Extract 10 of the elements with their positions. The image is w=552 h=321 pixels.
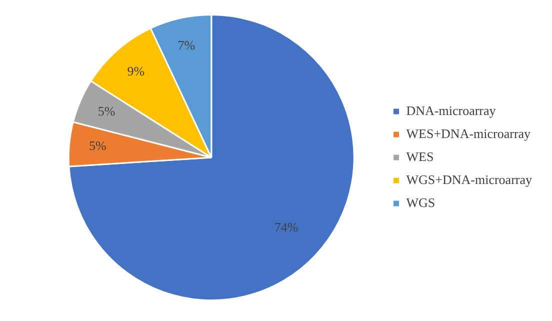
legend-label: WES bbox=[406, 148, 434, 164]
legend-label: WES+DNA-microarray bbox=[406, 126, 532, 141]
data-label: 5% bbox=[98, 104, 116, 119]
data-label: 5% bbox=[89, 138, 107, 154]
legend-label: DNA-microarray bbox=[406, 102, 496, 118]
data-label: 74% bbox=[274, 219, 298, 234]
data-label: 7% bbox=[178, 37, 196, 52]
legend-label: WGS bbox=[406, 194, 436, 210]
data-label: 9% bbox=[127, 63, 145, 78]
legend-label: WGS+DNA-microarray bbox=[406, 172, 532, 187]
